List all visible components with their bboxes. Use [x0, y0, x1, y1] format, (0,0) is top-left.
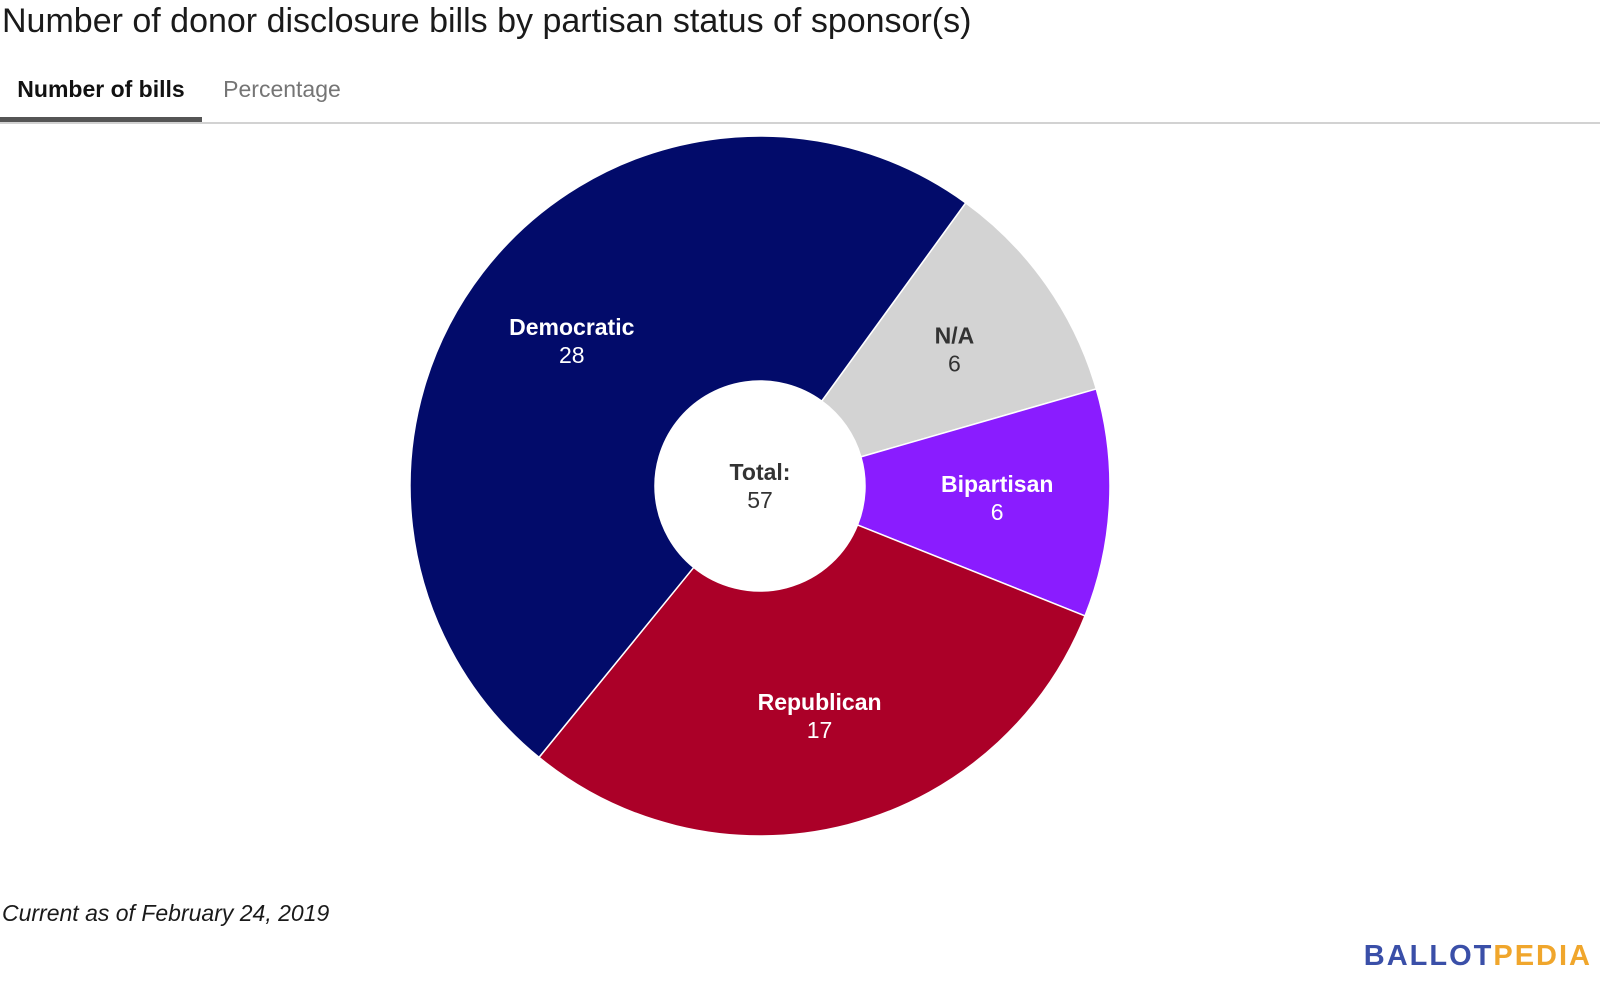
logo-part-ballot: BALLOT — [1363, 940, 1494, 972]
logo-part-pedia: PEDIA — [1493, 940, 1592, 972]
slice-label-bipartisan: Bipartisan — [941, 471, 1053, 497]
chart-title: Number of donor disclosure bills by part… — [2, 2, 972, 40]
ballotpedia-logo: BALLOTPEDIA — [1364, 940, 1592, 973]
slice-label-democratic: Democratic — [509, 314, 634, 340]
slice-value-republican: 17 — [807, 717, 833, 743]
tab-number-of-bills[interactable]: Number of bills — [0, 66, 202, 122]
slice-value-bipartisan: 6 — [991, 499, 1004, 525]
center-total-label: Total: — [730, 459, 791, 485]
slice-democratic[interactable] — [409, 135, 967, 759]
tab-percentage[interactable]: Percentage — [223, 76, 341, 102]
slice-republican[interactable] — [537, 524, 1086, 837]
slice-value-n-a: 6 — [948, 351, 961, 377]
slice-bipartisan[interactable] — [856, 387, 1111, 617]
chart-slices — [409, 135, 1111, 837]
slice-label-n-a: N/A — [935, 323, 975, 349]
slice-label-republican: Republican — [758, 689, 882, 715]
slice-value-democratic: 28 — [559, 342, 585, 368]
center-total-value: 57 — [747, 487, 773, 513]
tab-bar: Number of bills Percentage — [0, 66, 1600, 124]
slice-n-a[interactable] — [820, 201, 1098, 458]
donut-chart: N/A6Bipartisan6Republican17Democratic28 … — [409, 135, 1111, 837]
footnote: Current as of February 24, 2019 — [2, 900, 330, 926]
